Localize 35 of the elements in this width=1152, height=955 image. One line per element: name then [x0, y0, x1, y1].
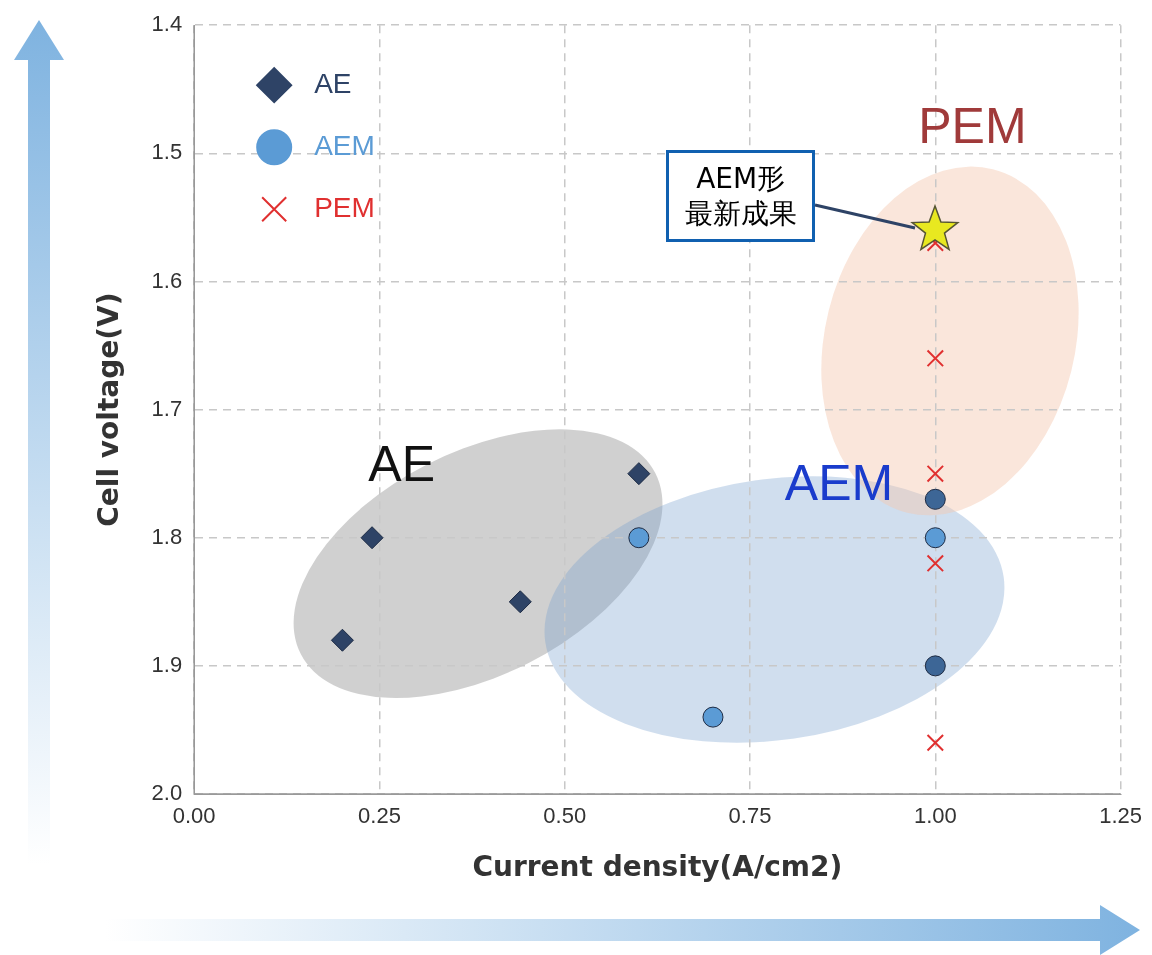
- point: [508, 590, 532, 614]
- x-tick-label: 1.00: [913, 803, 957, 829]
- point: [627, 462, 651, 486]
- point: [924, 655, 946, 677]
- point: [360, 526, 384, 550]
- point: [628, 527, 650, 549]
- x-tick-label: 1.25: [1099, 803, 1142, 829]
- annotation: AEM形最新成果: [666, 150, 816, 243]
- legend-label: AE: [314, 67, 352, 99]
- x-tick-label: 0.25: [358, 803, 401, 829]
- x-tick-label: 0.50: [543, 803, 587, 829]
- point: [926, 554, 945, 573]
- y-tick-label: 1.9: [151, 651, 183, 677]
- y-tick-label: 2.0: [151, 780, 183, 806]
- y-axis-title: Cell voltage(V): [92, 292, 126, 527]
- y-tick-label: 1.5: [151, 139, 183, 165]
- point: [926, 349, 945, 368]
- annotation: AEM: [784, 455, 894, 512]
- x-axis-title: Current density(A/cm2): [472, 850, 843, 884]
- y-tick-label: 1.8: [151, 523, 183, 549]
- point: [702, 706, 724, 728]
- y-tick-label: 1.4: [151, 11, 183, 37]
- point: [924, 488, 946, 510]
- point: [924, 527, 946, 549]
- legend-label: AEM: [314, 129, 375, 161]
- y-tick-label: 1.7: [151, 395, 183, 421]
- y-tick-label: 1.6: [151, 267, 183, 293]
- point: [330, 628, 354, 652]
- x-tick-label: 0.00: [172, 803, 216, 829]
- annotation: PEM: [918, 97, 1027, 154]
- point: [926, 464, 945, 483]
- point: [926, 733, 945, 752]
- legend-label: PEM: [314, 191, 375, 223]
- annotation: AE: [368, 436, 436, 493]
- x-tick-label: 0.75: [728, 803, 772, 829]
